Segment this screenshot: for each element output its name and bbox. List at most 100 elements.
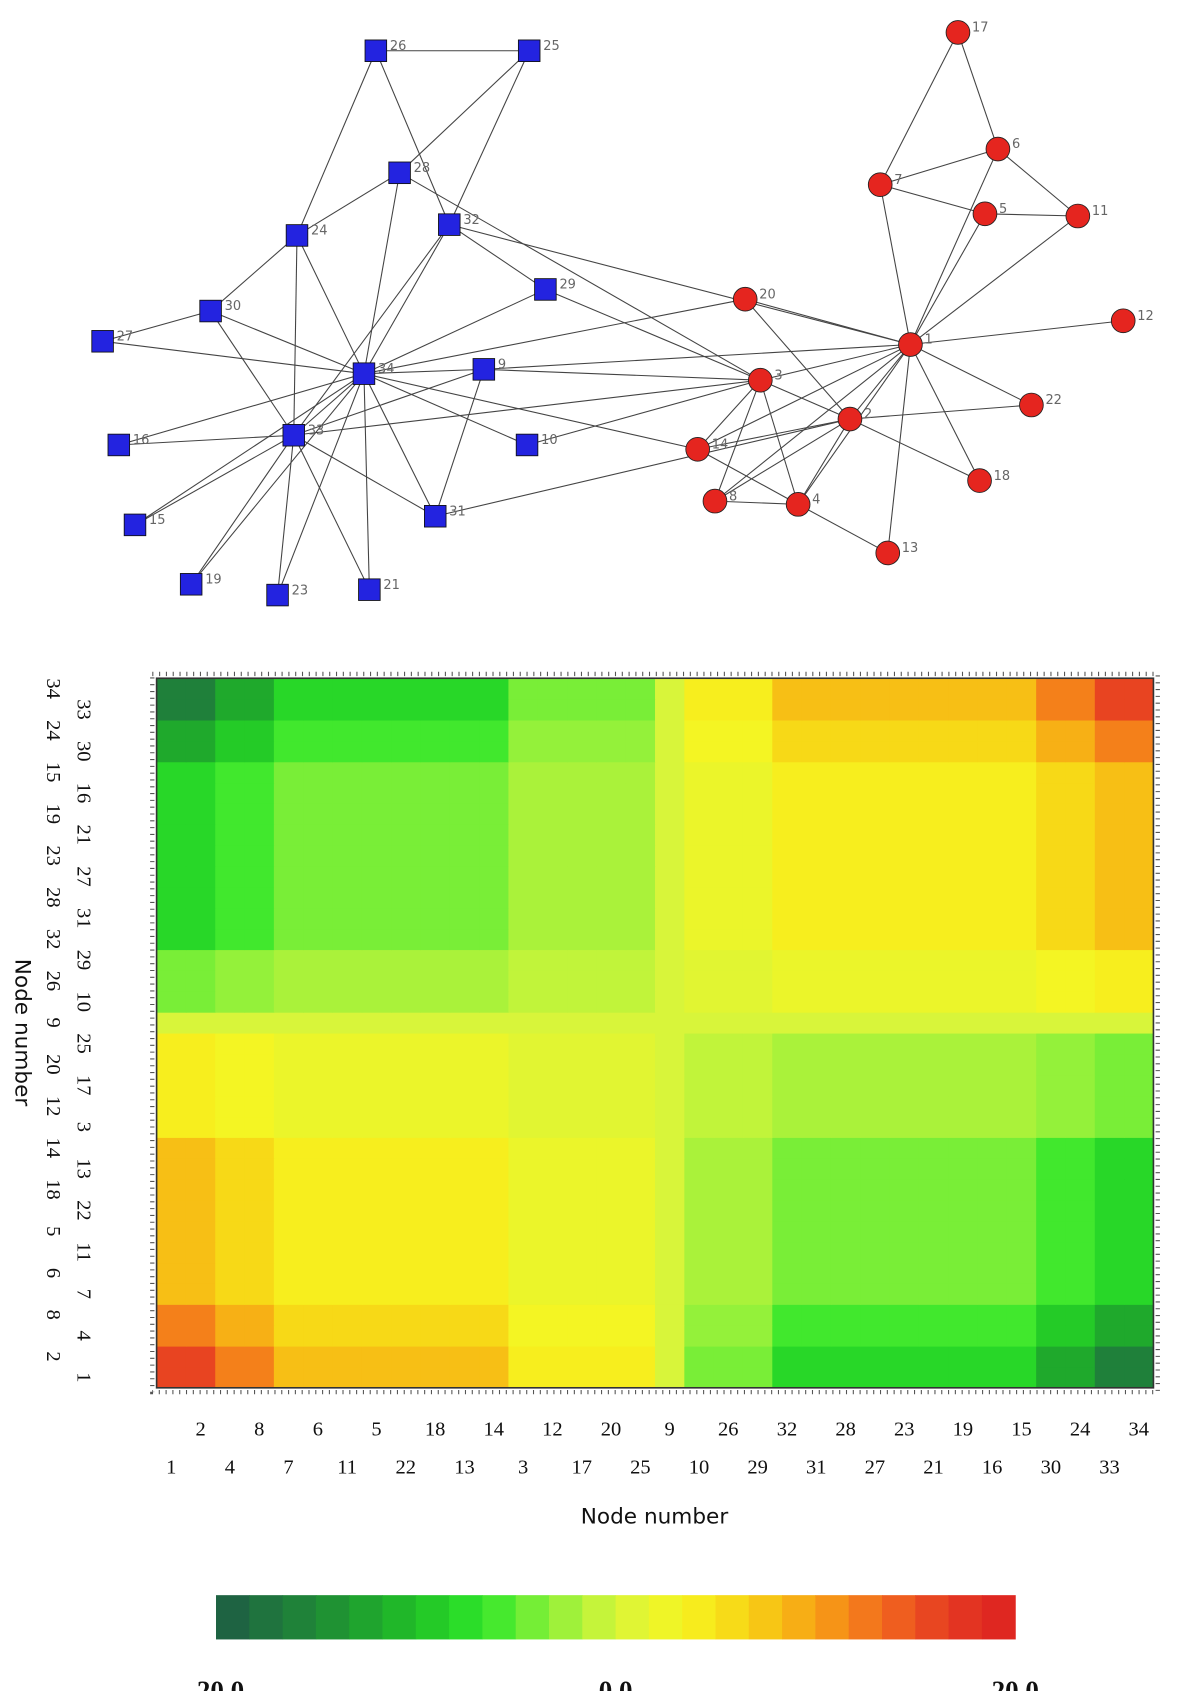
- heat-cell: [1065, 1033, 1096, 1055]
- edge: [190, 373, 365, 585]
- x-tick-label: 5: [371, 1419, 381, 1441]
- heat-cell: [625, 678, 656, 700]
- heat-cell: [273, 761, 304, 784]
- colorbar-segment: [782, 1595, 816, 1640]
- heat-cell: [860, 699, 891, 721]
- heat-cell: [303, 1179, 334, 1201]
- heat-cell: [508, 1325, 539, 1347]
- heat-cell: [391, 991, 422, 1013]
- heat-cell: [655, 1116, 685, 1138]
- heat-cell: [977, 845, 1008, 867]
- edge: [760, 343, 911, 381]
- heat-cell: [479, 1095, 509, 1118]
- heat-cell: [860, 803, 891, 825]
- heat-cell: [860, 678, 891, 700]
- heat-cell: [742, 1179, 773, 1201]
- heat-cell: [332, 1304, 363, 1326]
- heat-cell: [361, 1116, 392, 1138]
- heat-cell: [244, 1346, 275, 1368]
- edge: [849, 344, 911, 420]
- edge: [909, 213, 986, 345]
- heat-cell: [655, 1366, 685, 1389]
- heat-cell: [889, 845, 920, 867]
- colorbar-tick-label: -20.0: [188, 1676, 244, 1691]
- heat-cell: [860, 1304, 891, 1326]
- y-tick-label: 11: [72, 1242, 94, 1262]
- heat-cell: [742, 1241, 773, 1264]
- heat-cell: [948, 886, 979, 909]
- heat-cell: [889, 1179, 920, 1201]
- heat-cell: [1094, 949, 1125, 971]
- heat-cell: [655, 1346, 685, 1368]
- heat-cell: [332, 886, 363, 909]
- heat-cell: [420, 1137, 451, 1159]
- heat-cell: [801, 1053, 832, 1076]
- heat-cell: [655, 866, 685, 888]
- heat-cell: [918, 1283, 949, 1305]
- heat-cell: [1036, 1116, 1067, 1138]
- y-tick-label: 33: [72, 699, 94, 720]
- heat-cell: [567, 740, 597, 763]
- heat-cell: [1006, 699, 1037, 721]
- heat-cell: [185, 1074, 216, 1097]
- y-tick-label: 12: [42, 1096, 64, 1117]
- edge: [797, 418, 851, 505]
- heat-cell: [977, 949, 1008, 971]
- heat-cell: [303, 824, 334, 846]
- heat-cell: [977, 1346, 1008, 1368]
- edge: [697, 344, 911, 450]
- heat-cell: [156, 1012, 187, 1034]
- node-label: 2: [864, 407, 872, 422]
- heat-cell: [596, 1325, 627, 1347]
- edge: [434, 369, 485, 517]
- heat-cell: [713, 1220, 744, 1243]
- edge: [880, 184, 986, 215]
- heat-cell: [889, 1199, 920, 1222]
- heat-cell: [772, 678, 803, 700]
- heat-cell: [215, 1012, 246, 1034]
- heat-cell: [537, 824, 568, 846]
- heat-cell: [156, 1033, 187, 1055]
- heat-cell: [479, 907, 509, 930]
- heat-cell: [948, 1325, 979, 1347]
- heat-cell: [185, 886, 216, 909]
- heat-cell: [185, 719, 216, 742]
- heat-cell: [420, 1158, 451, 1180]
- heat-cell: [244, 1262, 275, 1284]
- heat-cell: [889, 740, 920, 763]
- heat-cell: [479, 1325, 509, 1347]
- heat-cell: [303, 1158, 334, 1180]
- heat-cell: [1094, 1137, 1125, 1159]
- heat-cell: [185, 1262, 216, 1284]
- heat-cell: [1006, 1137, 1037, 1159]
- heat-cell: [273, 1053, 304, 1076]
- heat-cell: [244, 886, 275, 909]
- heat-cell: [948, 1366, 979, 1389]
- heat-cell: [625, 866, 656, 888]
- heat-cell: [215, 1033, 246, 1055]
- heat-cell: [801, 866, 832, 888]
- heat-cell: [684, 1158, 715, 1180]
- heat-cell: [449, 1053, 480, 1076]
- node-label: 21: [383, 578, 399, 593]
- colorbar-segment: [815, 1595, 850, 1640]
- node-label: 34: [378, 362, 394, 377]
- heat-cell: [273, 1220, 304, 1243]
- heat-cell: [830, 1074, 861, 1097]
- heat-cell: [684, 866, 715, 888]
- heat-cell: [655, 907, 685, 930]
- heat-cell: [537, 1137, 568, 1159]
- heat-cell: [948, 1199, 979, 1222]
- heat-cell: [948, 1095, 979, 1118]
- heat-cell: [1006, 1325, 1037, 1347]
- heat-cell: [244, 740, 275, 763]
- heat-cell: [537, 1346, 568, 1368]
- heat-cell: [830, 1366, 861, 1389]
- heat-cell: [479, 1053, 509, 1076]
- heat-cell: [567, 1241, 597, 1264]
- heat-cell: [713, 1346, 744, 1368]
- heat-cell: [1094, 1304, 1125, 1326]
- heat-cell: [655, 1012, 685, 1034]
- heat-cell: [479, 1137, 509, 1159]
- heat-cell: [918, 907, 949, 930]
